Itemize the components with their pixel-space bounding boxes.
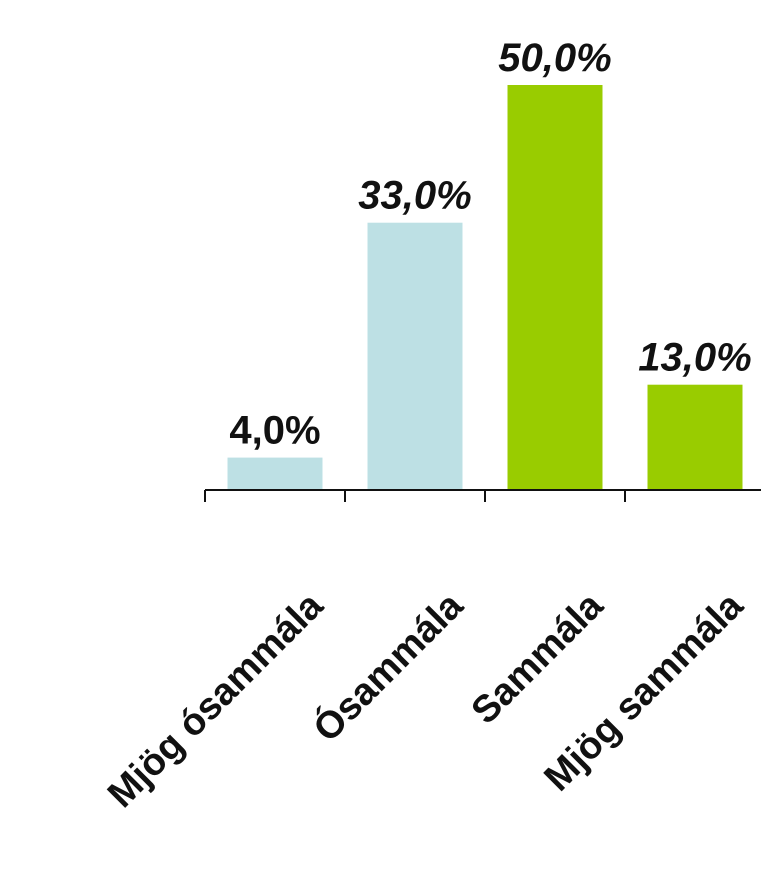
- bar: [227, 457, 323, 490]
- bar: [647, 384, 743, 490]
- bar-value-label: 33,0%: [358, 174, 471, 218]
- bar-value-label: 50,0%: [498, 36, 611, 80]
- category-label: Sammála: [464, 584, 612, 732]
- category-label: Ósammála: [304, 583, 472, 751]
- value-labels-group: 4,0% 33,0% 50,0% 13,0%: [229, 36, 751, 453]
- category-label: Mjög ósammála: [100, 584, 332, 816]
- bars-group: [227, 85, 743, 490]
- bar: [507, 85, 603, 490]
- bar-value-label: 4,0%: [229, 409, 320, 453]
- bar: [367, 222, 463, 490]
- x-axis: [204, 489, 761, 502]
- bar-value-label: 13,0%: [638, 336, 751, 380]
